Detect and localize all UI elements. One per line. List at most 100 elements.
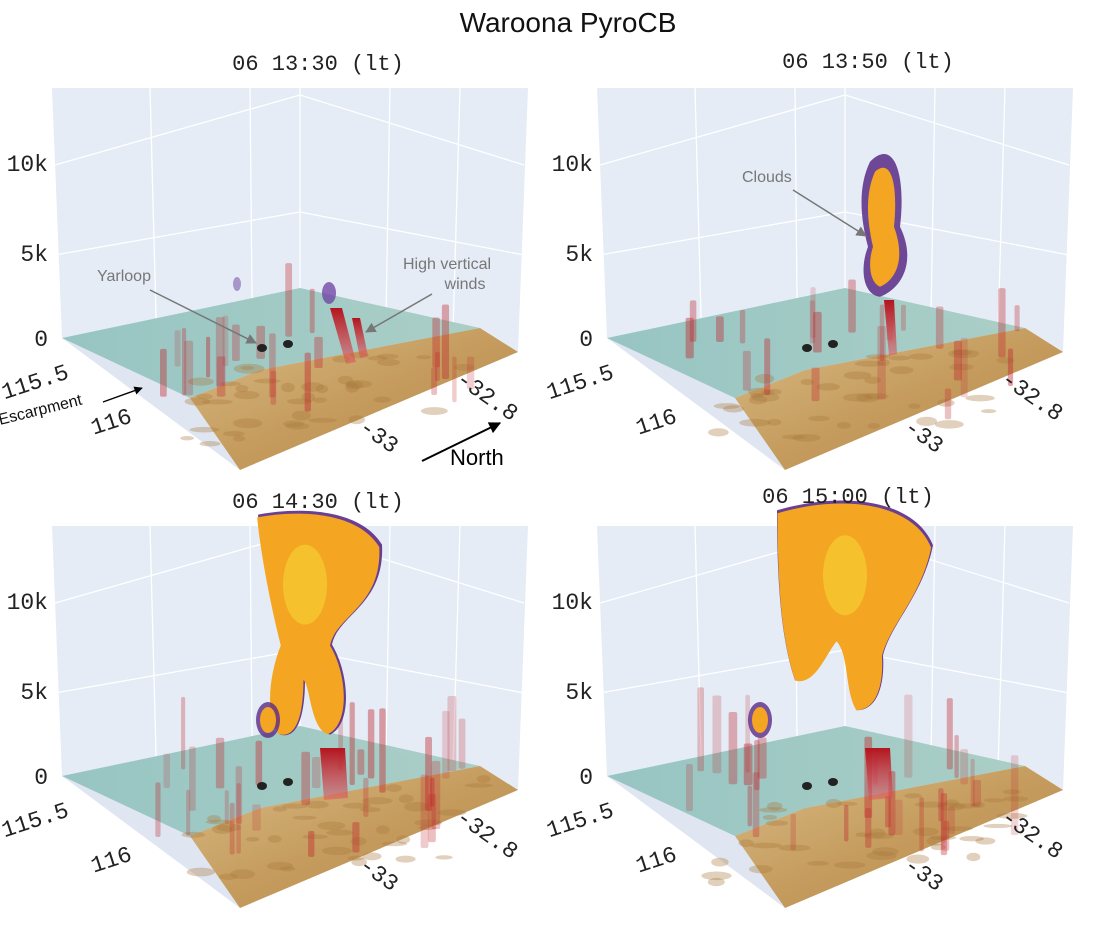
terrain-texture bbox=[416, 355, 432, 360]
wind-streak bbox=[430, 777, 435, 807]
terrain-texture bbox=[321, 846, 352, 856]
annotation-clouds: Clouds bbox=[742, 169, 792, 186]
wind-streak bbox=[919, 797, 924, 852]
cloud-blob bbox=[233, 277, 241, 291]
wind-streak bbox=[285, 263, 293, 337]
terrain-texture bbox=[300, 382, 324, 392]
annotation-yarloop: Yarloop bbox=[97, 268, 151, 285]
wind-streak bbox=[998, 288, 1006, 358]
grid-line bbox=[385, 87, 391, 314]
town-marker bbox=[828, 340, 838, 348]
terrain-texture bbox=[959, 835, 984, 842]
terrain-texture bbox=[342, 802, 372, 809]
terrain-texture bbox=[929, 835, 957, 841]
wind-streak bbox=[352, 822, 360, 853]
figure-title: Waroona PyroCB bbox=[460, 7, 677, 38]
terrain-texture bbox=[240, 365, 255, 370]
x-tick-label: 116 bbox=[88, 404, 135, 442]
terrain-texture bbox=[800, 379, 814, 386]
wind-streak bbox=[184, 340, 194, 396]
wind-streak bbox=[865, 808, 872, 848]
terrain-texture bbox=[869, 828, 886, 839]
terrain-texture bbox=[373, 396, 392, 403]
wind-streak bbox=[885, 795, 891, 828]
grid-line bbox=[930, 87, 936, 314]
terrain-texture bbox=[414, 819, 443, 826]
terrain-texture bbox=[302, 834, 329, 839]
town-marker bbox=[257, 782, 267, 790]
wind-streak bbox=[458, 718, 466, 769]
terrain-texture bbox=[285, 422, 310, 430]
grid-line bbox=[599, 94, 846, 166]
wind-streak bbox=[215, 317, 225, 387]
terrain-texture bbox=[914, 801, 947, 808]
terrain-texture bbox=[748, 395, 768, 405]
terrain-texture bbox=[808, 415, 830, 422]
terrain-texture bbox=[864, 376, 882, 384]
wind-streak bbox=[206, 336, 211, 378]
wind-streak bbox=[752, 772, 760, 838]
terrain-texture bbox=[205, 819, 234, 825]
terrain-texture bbox=[186, 867, 215, 877]
terrain-texture bbox=[906, 854, 930, 864]
annotation-arrow bbox=[365, 293, 433, 333]
terrain-texture bbox=[877, 359, 890, 367]
terrain-texture bbox=[908, 403, 921, 409]
wind-streak bbox=[790, 813, 796, 851]
terrain-texture bbox=[758, 807, 788, 813]
updraft-column bbox=[320, 748, 348, 800]
wind-streak bbox=[270, 370, 277, 405]
wind-streak bbox=[308, 830, 315, 857]
terrain-texture bbox=[291, 410, 311, 421]
wind-streak bbox=[425, 736, 432, 812]
grid-line bbox=[54, 532, 301, 604]
terrain-texture bbox=[292, 815, 317, 820]
wind-streak bbox=[970, 758, 975, 807]
wind-streak bbox=[764, 338, 771, 396]
terrain-texture bbox=[305, 800, 329, 809]
terrain-texture bbox=[337, 375, 353, 385]
z-tick-label: 10k bbox=[7, 590, 48, 616]
wind-streak bbox=[314, 336, 323, 368]
terrain-texture bbox=[754, 373, 775, 384]
wind-streak bbox=[946, 698, 953, 770]
terrain-texture bbox=[866, 851, 897, 861]
grid-line bbox=[299, 211, 525, 256]
terrain-texture bbox=[723, 405, 744, 413]
wind-streak bbox=[879, 304, 885, 362]
ocean-surface bbox=[607, 726, 1025, 836]
wind-streak bbox=[236, 783, 241, 854]
wind-streak bbox=[174, 330, 181, 367]
town-marker bbox=[828, 778, 838, 786]
wind-streak bbox=[232, 324, 240, 362]
grid-line bbox=[997, 525, 1006, 771]
wind-streak bbox=[442, 710, 450, 779]
terrain-texture bbox=[904, 793, 922, 799]
terrain-texture bbox=[348, 415, 366, 425]
y-tick-label: -32.8 bbox=[451, 366, 522, 427]
terrain-texture bbox=[233, 363, 265, 374]
annotation-winds-line1: High vertical bbox=[403, 256, 491, 273]
wind-streak bbox=[728, 711, 738, 785]
terrain-texture bbox=[767, 418, 782, 426]
wind-streak bbox=[954, 734, 959, 778]
terrain-texture bbox=[347, 855, 364, 861]
terrain-texture bbox=[701, 871, 732, 881]
y-tick-label: -32.8 bbox=[451, 804, 522, 865]
town-marker bbox=[283, 340, 293, 348]
terrain-texture bbox=[972, 801, 985, 809]
panel-title: 06 13:50 (lt) bbox=[782, 50, 954, 75]
terrain-texture bbox=[833, 861, 866, 869]
terrain-texture bbox=[398, 794, 414, 804]
terrain-texture bbox=[951, 349, 972, 356]
grid-line bbox=[452, 87, 461, 333]
ocean-surface bbox=[62, 726, 480, 836]
wind-streak bbox=[304, 352, 311, 412]
grid-line bbox=[54, 211, 301, 256]
wind-streak bbox=[1014, 305, 1020, 332]
terrain-texture bbox=[837, 801, 858, 806]
terrain-texture bbox=[1003, 796, 1029, 802]
annotation-arrow bbox=[149, 289, 257, 344]
terrain-texture bbox=[216, 823, 242, 832]
wind-streak bbox=[739, 309, 746, 344]
